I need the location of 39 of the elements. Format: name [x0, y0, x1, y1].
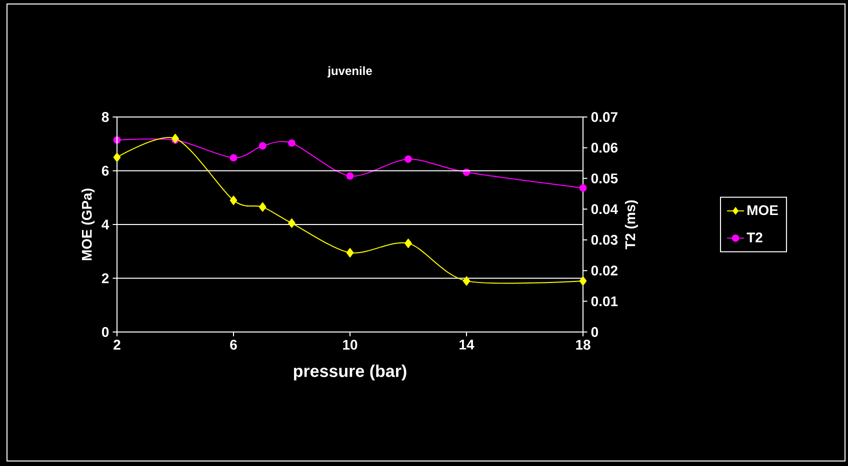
point	[230, 154, 238, 162]
x-tick-label: 18	[576, 340, 590, 350]
y2-tick-label: 0.05	[591, 173, 618, 184]
x-tick-label: 6	[230, 340, 237, 350]
y2-tick-label: 0.06	[591, 142, 618, 153]
point	[258, 142, 266, 150]
point	[579, 276, 587, 286]
y-tick-label: 6	[102, 166, 109, 176]
point	[579, 184, 587, 192]
chart-title: juvenile	[327, 66, 372, 78]
point	[346, 172, 354, 180]
point	[462, 276, 470, 286]
x-tick-label: 10	[343, 340, 358, 350]
y2-tick-label: 0	[591, 327, 598, 337]
point	[258, 202, 266, 212]
point	[288, 218, 296, 228]
y2-tick-label: 0.01	[591, 296, 618, 306]
y-tick-label: 2	[102, 273, 109, 284]
y-tick-label: 0	[102, 327, 109, 337]
y-tick-label: 4	[102, 220, 110, 230]
y2-tick-label: 0.04	[591, 204, 618, 214]
legend-label: T2	[746, 232, 762, 242]
y-tick-label: 8	[102, 112, 109, 122]
legend-label: MOE	[748, 205, 778, 216]
y2-tick-label: 0.07	[591, 112, 618, 122]
y-axis-title: MOE (GPa)	[81, 188, 95, 260]
y2-tick-label: 0.02	[591, 266, 618, 276]
x-axis-title: pressure (bar)	[294, 364, 406, 380]
x-tick-label: 2	[114, 340, 120, 350]
point	[230, 196, 238, 206]
point	[288, 139, 296, 147]
y2-tick-label: 0.03	[591, 234, 618, 245]
point	[404, 238, 412, 248]
point	[113, 152, 121, 162]
x-tick-label: 14	[460, 340, 474, 350]
y2-axis-title: T2 (ms)	[624, 200, 638, 250]
point	[404, 155, 412, 163]
point	[172, 134, 179, 144]
point	[346, 248, 354, 258]
